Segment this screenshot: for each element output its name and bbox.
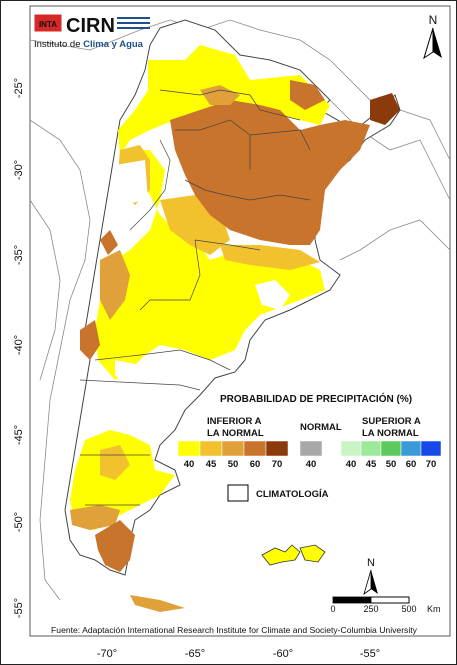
legend-swatch-label: 45 [366, 459, 377, 470]
legend-swatch-label: 45 [206, 459, 217, 470]
north-letter-bottom: N [367, 557, 375, 569]
logo: INTA CIRN Instituto de Clima y Agua [33, 13, 150, 50]
legend-swatch [243, 440, 267, 457]
legend-swatch [420, 440, 442, 457]
legend-swatch-label: 60 [250, 459, 261, 470]
probability-shading [70, 45, 400, 612]
legend-below-scale: 40 45 50 60 70 [177, 440, 289, 470]
legend-swatch [221, 440, 245, 457]
legend-swatch-label: 40 [184, 459, 195, 470]
legend-climatology-label: CLIMATOLOGÍA [256, 489, 329, 500]
legend-below-line2: LA NORMAL [207, 428, 264, 439]
legend-swatch [360, 440, 382, 457]
lon-label: -60° [273, 648, 293, 660]
logo-waves-icon [117, 17, 150, 29]
legend-swatch [177, 440, 201, 457]
logo-badge-text: INTA [39, 20, 57, 29]
legend: PROBABILIDAD DE PRECIPITACIÓN (%) INFERI… [177, 392, 442, 502]
legend-above-line2: LA NORMAL [362, 428, 419, 439]
legend-swatch-label: 40 [306, 459, 317, 470]
lat-label: -25° [13, 78, 25, 98]
lon-label: -65° [185, 648, 205, 660]
legend-swatch-label: 50 [228, 459, 239, 470]
legend-title: PROBABILIDAD DE PRECIPITACIÓN (%) [220, 392, 412, 405]
lon-label: -55° [360, 648, 380, 660]
malvinas-islands [261, 544, 326, 566]
lon-label: -70° [97, 648, 117, 660]
scale-unit: Km [427, 604, 441, 614]
longitude-labels: -70° -65° -60° -55° [97, 648, 380, 660]
scale-tick: 0 [330, 604, 335, 614]
lat-label: -35° [13, 245, 25, 265]
lat-label: -55° [13, 598, 25, 618]
source-note: Fuente: Adaptación International Researc… [51, 625, 418, 635]
legend-swatch-label: 60 [406, 459, 417, 470]
legend-swatch-label: 70 [272, 459, 283, 470]
inta-badge [33, 13, 63, 33]
svg-text:Instituto de Clima y Agua: Instituto de Clima y Agua [34, 39, 144, 50]
latitude-labels: -25° -30° -35° -40° -45° -50° -55° [13, 78, 25, 618]
legend-swatch [380, 440, 402, 457]
legend-swatch [400, 440, 422, 457]
logo-subtitle-emph: Clima y Agua [83, 39, 144, 50]
lat-label: -40° [13, 335, 25, 355]
lat-label: -30° [13, 160, 25, 180]
legend-above-line1: SUPERIOR A [362, 416, 421, 427]
scale-tick: 500 [401, 604, 416, 614]
legend-swatch-label: 50 [386, 459, 397, 470]
logo-name: CIRN [66, 15, 115, 37]
legend-above-scale: 40 45 50 60 70 [340, 440, 442, 470]
legend-climatology-swatch [227, 484, 249, 502]
legend-swatch-label: 70 [426, 459, 437, 470]
legend-swatch [340, 440, 362, 457]
legend-swatch [199, 440, 223, 457]
lat-label: -50° [13, 512, 25, 532]
scale-tick: 250 [363, 604, 378, 614]
north-arrow-bottom: N [363, 557, 378, 595]
legend-normal-title: NORMAL [300, 422, 342, 433]
legend-normal-scale: 40 [299, 440, 323, 470]
legend-below-line1: INFERIOR A [207, 416, 262, 427]
legend-swatch-label: 40 [346, 459, 357, 470]
north-arrow-top: N [423, 13, 442, 60]
logo-subtitle-prefix: Instituto de [34, 39, 83, 50]
legend-swatch [265, 440, 289, 457]
north-letter-top: N [429, 13, 438, 27]
legend-swatch [299, 440, 323, 457]
scale-bar: 0 250 500 Km [330, 596, 441, 614]
lat-label: -45° [13, 425, 25, 445]
province-boundaries [79, 89, 311, 506]
